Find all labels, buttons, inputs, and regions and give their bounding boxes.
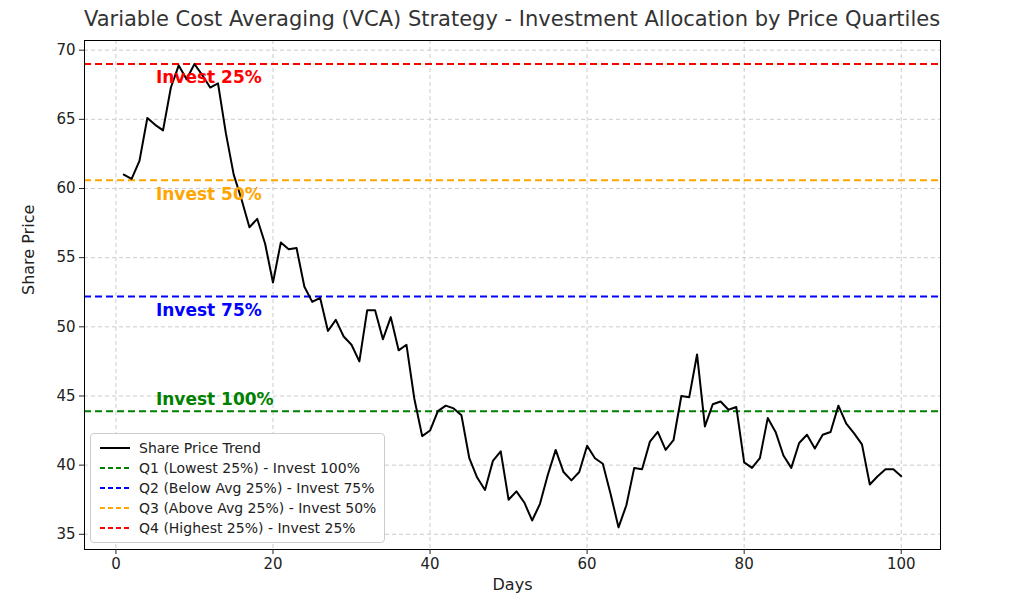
html-text:Q4 (Highest 25%) - Invest 25%: Q4 (Highest 25%) - Invest 25% [139,520,356,536]
svg-text:35: 35 [56,525,75,543]
html-text:Q2 (Below Avg 25%) - Invest 75: Q2 (Below Avg 25%) - Invest 75% [139,480,375,496]
svg-text:Share Price: Share Price [19,205,38,295]
html-text:Share Price Trend: Share Price Trend [139,440,261,456]
svg-text:20: 20 [263,555,282,573]
svg-text:45: 45 [56,387,75,405]
svg-text:40: 40 [56,456,75,474]
html-text:Q3 (Above Avg 25%) - Invest 50: Q3 (Above Avg 25%) - Invest 50% [139,500,377,516]
svg-text:Invest 75%: Invest 75% [156,300,262,320]
svg-text:Invest 25%: Invest 25% [156,67,262,87]
html-text:Q1 (Lowest 25%) - Invest 100%: Q1 (Lowest 25%) - Invest 100% [139,460,360,476]
svg-text:80: 80 [735,555,754,573]
svg-text:70: 70 [56,41,75,59]
svg-text:Invest 50%: Invest 50% [156,184,262,204]
svg-text:55: 55 [56,248,75,266]
html-text:Variable Cost Averaging (VCA): Variable Cost Averaging (VCA) Strategy -… [83,7,941,31]
svg-text:50: 50 [56,318,75,336]
svg-text:Invest 100%: Invest 100% [156,389,274,409]
svg-text:0: 0 [111,555,121,573]
svg-text:60: 60 [56,179,75,197]
svg-text:40: 40 [420,555,439,573]
svg-text:60: 60 [578,555,597,573]
svg-text:Days: Days [493,575,533,594]
svg-text:100: 100 [887,555,916,573]
svg-text:65: 65 [56,110,75,128]
